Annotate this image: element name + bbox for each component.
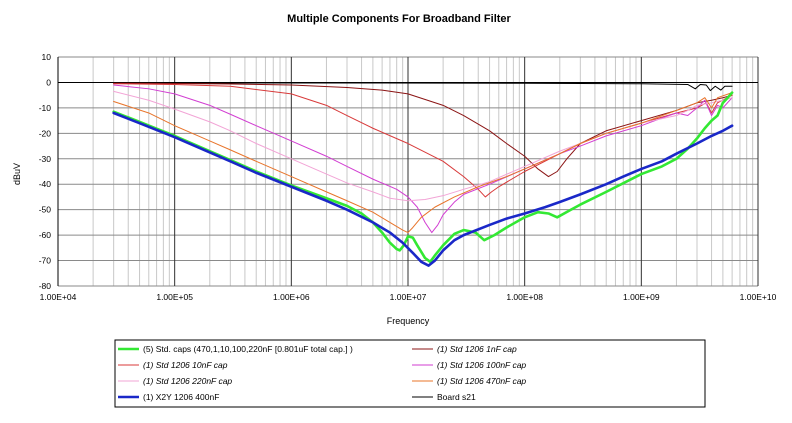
chart-title: Multiple Components For Broadband Filter [287, 13, 511, 25]
x-tick-labels: 1.00E+04 1.00E+05 1.00E+06 1.00E+07 1.00E+08… [40, 292, 777, 302]
legend-entry: (1) Std 1206 100nF cap [412, 360, 526, 370]
x-tick-label: 1.00E+04 [40, 292, 77, 302]
series-line-1-x2y-1206-400nf [112, 111, 734, 267]
legend-entry: (1) Std 1206 470nF cap [412, 376, 526, 386]
series-line-board-s21 [113, 82, 733, 92]
y-tick-label: -50 [39, 205, 52, 215]
series-line-5-std-caps-470-1-10-100-220nf-0-801uf-total-cap [112, 91, 734, 264]
x-tick-label: 1.00E+10 [740, 292, 777, 302]
x-tick-label: 1.00E+06 [273, 292, 310, 302]
y-tick-label: -10 [39, 103, 52, 113]
legend-label: (1) Std 1206 470nF cap [437, 376, 526, 386]
legend-label: (1) X2Y 1206 400nF [143, 392, 219, 402]
legend-label: (5) Std. caps (470,1,10,100,220nF [0.801… [143, 344, 353, 354]
legend-entry: (1) X2Y 1206 400nF [118, 392, 219, 402]
y-tick-labels: 10 0 -10 -20 -30 -40 -50 -60 -70 -80 [39, 52, 52, 291]
y-tick-label: 0 [46, 77, 51, 87]
y-tick-label: 10 [42, 52, 52, 62]
y-tick-label: -30 [39, 154, 52, 164]
plot-series [112, 82, 734, 267]
x-tick-label: 1.00E+08 [506, 292, 543, 302]
legend-entry: (1) Std 1206 220nF cap [118, 376, 232, 386]
legend-label: (1) Std 1206 10nF cap [143, 360, 228, 370]
legend-label: (1) Std 1206 100nF cap [437, 360, 526, 370]
y-tick-label: -80 [39, 281, 52, 291]
legend-label: (1) Std 1206 220nF cap [143, 376, 232, 386]
plot-axes [57, 57, 758, 286]
x-axis-label: Frequency [387, 316, 430, 326]
x-tick-label: 1.00E+07 [390, 292, 427, 302]
series-line-1-std-1206-100nf-cap [113, 84, 733, 234]
y-tick-label: -60 [39, 230, 52, 240]
legend-box [114, 339, 706, 408]
series-line-1-std-1206-470nf-cap [113, 92, 733, 234]
legend: (5) Std. caps (470,1,10,100,220nF [0.801… [114, 339, 706, 408]
y-tick-label: -40 [39, 179, 52, 189]
series-line-1-std-1206-220nf-cap [113, 90, 733, 202]
y-tick-label: -70 [39, 256, 52, 266]
y-axis-label: dBuV [12, 163, 22, 185]
legend-entry: (5) Std. caps (470,1,10,100,220nF [0.801… [118, 344, 353, 354]
legend-entry: Board s21 [412, 392, 476, 402]
legend-entry: (1) Std 1206 1nF cap [412, 344, 517, 354]
legend-label: Board s21 [437, 392, 476, 402]
x-tick-label: 1.00E+05 [156, 292, 193, 302]
legend-entry: (1) Std 1206 10nF cap [118, 360, 228, 370]
x-tick-label: 1.00E+09 [623, 292, 660, 302]
y-tick-label: -20 [39, 128, 52, 138]
legend-label: (1) Std 1206 1nF cap [437, 344, 517, 354]
